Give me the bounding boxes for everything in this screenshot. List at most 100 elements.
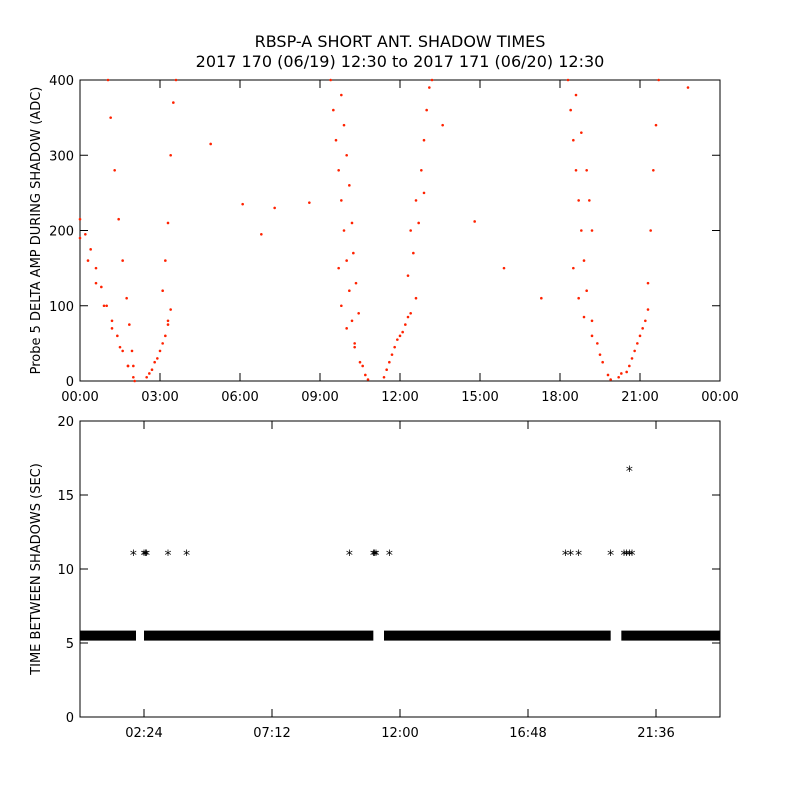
data-point [350,221,354,225]
x-tick-label: 06:00 [221,390,258,405]
data-point [412,251,415,255]
x-tick-label: 15:00 [461,390,498,405]
data-point [260,232,263,236]
data-point [596,342,599,345]
y-tick-label: 10 [57,563,74,578]
data-point [353,342,356,345]
data-point [540,296,543,300]
data-point [580,131,583,134]
data-point: * [370,548,377,564]
data-point [630,357,634,360]
data-point [161,289,164,293]
data-point: * [629,548,636,564]
data-point [350,319,354,323]
data-point [393,345,396,349]
data-point: * [567,548,574,564]
data-point [390,353,394,356]
data-point [382,375,386,379]
data-point [352,251,355,255]
data-point [156,357,159,360]
data-point: * [575,548,582,564]
y-tick-label: 0 [66,711,74,726]
data-point [473,220,476,223]
chart-title: RBSP-A SHORT ANT. SHADOW TIMES [254,32,546,51]
data-point [354,281,358,285]
baseline-band [144,630,374,641]
data-point [422,138,426,142]
data-point [652,169,655,172]
data-point [601,360,604,364]
data-point [574,169,578,172]
data-point: * [143,548,150,564]
data-point [572,266,575,270]
data-point [585,169,588,172]
data-point: * [165,548,172,564]
data-point [166,221,170,225]
data-point [110,327,114,330]
data-point [441,123,444,127]
data-point [686,86,690,89]
data-point [169,308,172,311]
data-point [164,259,167,262]
data-point: * [373,548,380,564]
data-point [620,372,623,375]
data-point [646,308,650,311]
data-point [606,373,610,377]
y-tick-label: 0 [66,375,74,390]
data-point [153,360,156,364]
data-point [590,334,594,338]
data-point [638,334,642,338]
y-tick-label: 300 [49,149,74,164]
data-point [574,93,578,97]
baseline-band [384,630,611,641]
x-tick-label: 12:00 [381,390,418,405]
data-point [590,229,594,232]
data-point [590,319,594,323]
data-point [166,323,170,326]
data-point [430,78,434,82]
data-point [609,378,612,381]
data-point [166,319,170,323]
data-point [174,78,178,82]
data-point: * [621,548,628,564]
data-point: * [183,548,190,564]
data-point [366,378,370,381]
data-point [130,349,134,353]
data-point [406,315,410,319]
data-point [78,236,82,240]
data-point [348,184,351,187]
data-point [84,232,87,236]
data-point [398,334,402,338]
data-point [308,201,311,204]
data-point [577,296,580,300]
data-point [364,373,367,377]
data-point [641,327,644,330]
chart-subtitle: 2017 170 (06/19) 12:30 to 2017 171 (06/2… [195,52,605,71]
data-point [345,327,348,330]
shadow-interval-panel: 02:24 07:12 12:00 16:48 21:36 0 5 10 15 20 TIME BE… [29,415,721,741]
data-point [357,311,360,315]
data-point [582,259,586,262]
data-point [337,266,340,270]
data-point [617,375,620,379]
data-point [148,372,151,375]
data-point [113,169,116,172]
data-point [158,349,162,353]
data-point [649,229,652,232]
x-tick-label: 12:00 [381,726,418,741]
data-point [128,323,131,326]
data-point [345,259,348,262]
data-point [332,108,335,112]
data-point [125,296,128,300]
data-point [126,364,130,368]
data-point [329,78,332,82]
data-point [406,274,410,277]
data-point [361,364,364,368]
data-point [414,296,418,300]
data-point [569,108,572,112]
y-tick-label: 400 [49,74,74,89]
data-point [588,199,591,202]
data-point [358,360,362,364]
data-point [273,206,276,210]
data-point: * [130,548,137,564]
